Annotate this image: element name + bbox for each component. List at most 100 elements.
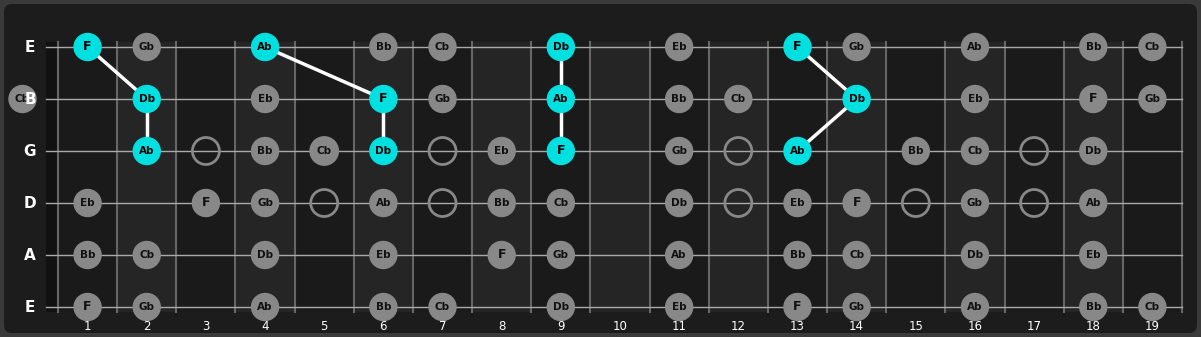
Circle shape	[843, 189, 871, 216]
Circle shape	[548, 242, 574, 269]
Text: Gb: Gb	[1145, 94, 1160, 104]
Circle shape	[665, 294, 693, 320]
Circle shape	[74, 33, 101, 61]
Circle shape	[784, 33, 811, 61]
Text: 4: 4	[262, 320, 269, 334]
Text: Ab: Ab	[967, 42, 982, 52]
Text: G: G	[24, 144, 36, 158]
Circle shape	[488, 242, 515, 269]
Text: Gb: Gb	[849, 42, 865, 52]
Bar	[591, 42, 650, 312]
Text: Bb: Bb	[79, 250, 95, 260]
Text: Ab: Ab	[967, 302, 982, 312]
Circle shape	[429, 294, 456, 320]
Text: Db: Db	[849, 94, 865, 104]
Text: Bb: Bb	[671, 94, 687, 104]
Text: Bb: Bb	[790, 250, 805, 260]
Text: 11: 11	[671, 320, 687, 334]
Text: Ab: Ab	[554, 94, 568, 104]
Circle shape	[665, 86, 693, 113]
Text: 6: 6	[380, 320, 387, 334]
Circle shape	[1139, 86, 1166, 113]
Text: F: F	[83, 40, 91, 54]
Circle shape	[8, 86, 36, 113]
Bar	[177, 42, 235, 312]
Text: Gb: Gb	[139, 302, 155, 312]
Text: Bb: Bb	[257, 146, 273, 156]
Circle shape	[665, 33, 693, 61]
Circle shape	[1080, 86, 1107, 113]
Text: 9: 9	[557, 320, 564, 334]
Text: Db: Db	[967, 250, 982, 260]
Circle shape	[370, 242, 396, 269]
Text: Ab: Ab	[257, 302, 273, 312]
Bar	[58, 42, 118, 312]
Circle shape	[251, 137, 279, 164]
Text: F: F	[380, 92, 388, 105]
Text: 12: 12	[731, 320, 746, 334]
Text: Eb: Eb	[968, 94, 982, 104]
Text: D: D	[24, 195, 36, 211]
Text: Db: Db	[552, 302, 569, 312]
Text: 17: 17	[1027, 320, 1041, 334]
Circle shape	[370, 137, 396, 164]
Text: Ab: Ab	[376, 198, 392, 208]
Circle shape	[370, 86, 396, 113]
Text: Db: Db	[552, 42, 569, 52]
Bar	[46, 42, 58, 312]
Text: F: F	[853, 196, 861, 210]
Text: Cb: Cb	[849, 250, 865, 260]
Text: Gb: Gb	[257, 198, 273, 208]
Text: Eb: Eb	[495, 146, 509, 156]
Text: Cb: Cb	[554, 198, 568, 208]
Bar	[1064, 42, 1123, 312]
Circle shape	[902, 137, 930, 164]
Text: F: F	[1089, 92, 1098, 105]
Circle shape	[1080, 242, 1107, 269]
Text: Gb: Gb	[552, 250, 569, 260]
Bar	[118, 42, 177, 312]
Text: Cb: Cb	[730, 94, 746, 104]
Circle shape	[784, 189, 811, 216]
Bar	[767, 42, 827, 312]
Circle shape	[251, 242, 279, 269]
Text: 19: 19	[1145, 320, 1160, 334]
Circle shape	[429, 33, 456, 61]
Circle shape	[843, 294, 871, 320]
Text: Gb: Gb	[435, 94, 450, 104]
Text: Ab: Ab	[1086, 198, 1101, 208]
Circle shape	[133, 294, 160, 320]
Circle shape	[488, 137, 515, 164]
Circle shape	[962, 137, 988, 164]
Circle shape	[192, 189, 220, 216]
Circle shape	[133, 86, 160, 113]
Text: Eb: Eb	[671, 302, 687, 312]
Bar	[294, 42, 354, 312]
Text: Cb: Cb	[1145, 42, 1160, 52]
Text: 15: 15	[908, 320, 924, 334]
Text: F: F	[497, 248, 506, 262]
Circle shape	[251, 86, 279, 113]
Circle shape	[311, 137, 337, 164]
Text: Ab: Ab	[671, 250, 687, 260]
Circle shape	[665, 242, 693, 269]
Circle shape	[74, 242, 101, 269]
Circle shape	[665, 137, 693, 164]
Bar	[827, 42, 886, 312]
Circle shape	[251, 189, 279, 216]
Bar	[886, 42, 945, 312]
Text: 13: 13	[790, 320, 805, 334]
Text: Eb: Eb	[671, 42, 687, 52]
FancyBboxPatch shape	[4, 4, 1197, 333]
Text: Bb: Bb	[376, 302, 392, 312]
Circle shape	[488, 189, 515, 216]
Text: Cb: Cb	[14, 94, 30, 104]
Text: Bb: Bb	[908, 146, 924, 156]
Circle shape	[251, 33, 279, 61]
Bar	[945, 42, 1004, 312]
Circle shape	[548, 33, 574, 61]
Circle shape	[1080, 33, 1107, 61]
Text: Cb: Cb	[317, 146, 331, 156]
Circle shape	[1080, 137, 1107, 164]
Bar	[472, 42, 531, 312]
